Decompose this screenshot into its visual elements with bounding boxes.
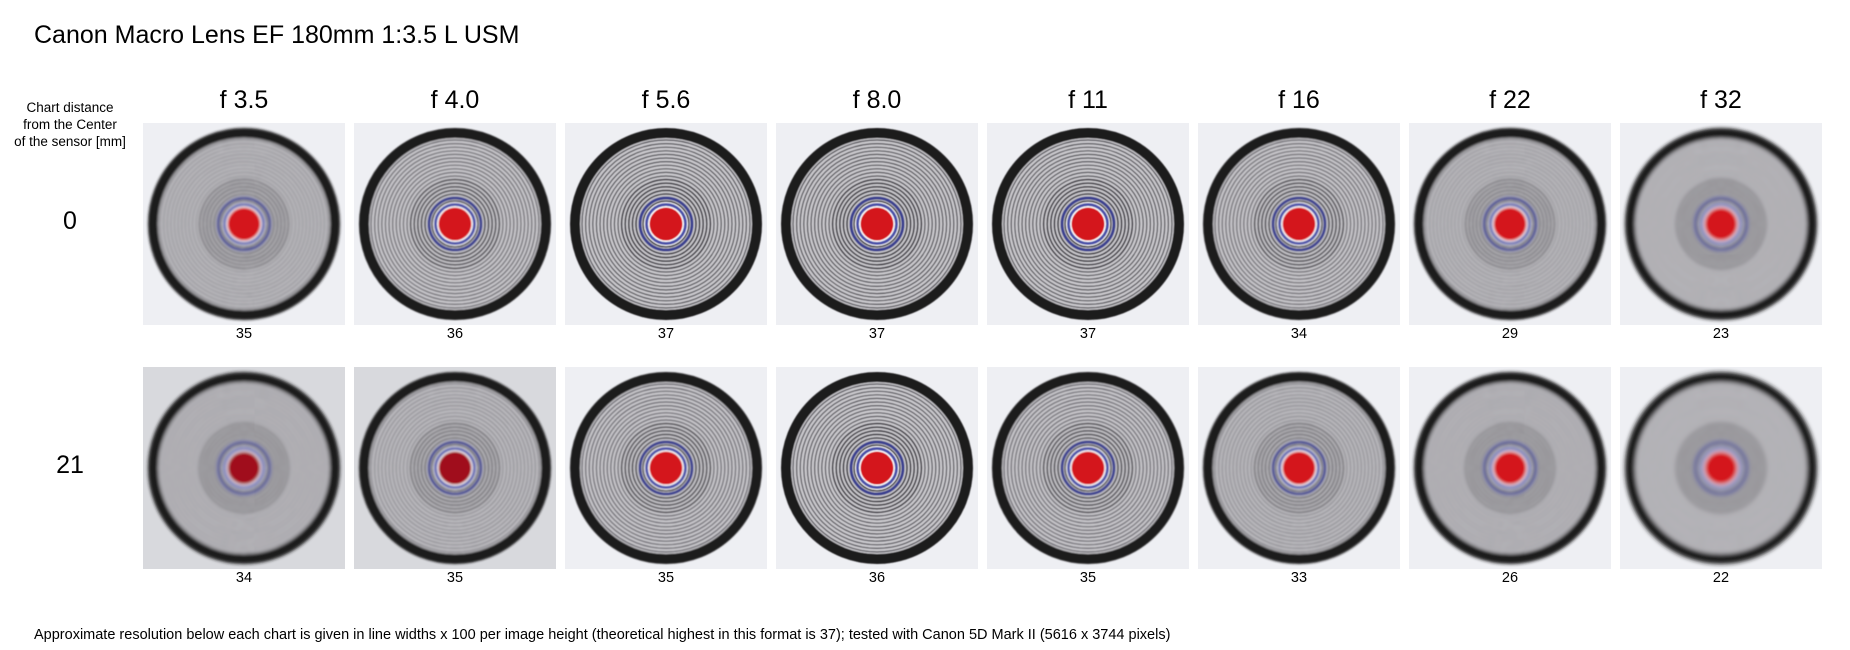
- siemens-ring-chart: [565, 123, 767, 325]
- resolution-value: 29: [1501, 326, 1519, 342]
- resolution-value: 34: [1290, 326, 1308, 342]
- siemens-ring-chart: [1620, 123, 1822, 325]
- siemens-ring-chart: [1409, 123, 1611, 325]
- siemens-ring-chart: [1620, 367, 1822, 569]
- row-header-label: Chart distance from the Center of the se…: [2, 99, 138, 150]
- footnote: Approximate resolution below each chart …: [34, 627, 1171, 643]
- row-header-line: Chart distance: [26, 100, 114, 115]
- siemens-ring-chart: [565, 367, 767, 569]
- resolution-value: 23: [1712, 326, 1730, 342]
- siemens-ring-chart: [987, 367, 1189, 569]
- row-distance-label: 0: [63, 207, 77, 235]
- siemens-ring-chart: [1409, 367, 1611, 569]
- siemens-ring-chart: [776, 123, 978, 325]
- resolution-value: 33: [1290, 570, 1308, 586]
- aperture-label: f 8.0: [852, 86, 902, 114]
- resolution-value: 34: [235, 570, 253, 586]
- resolution-value: 37: [868, 326, 886, 342]
- resolution-value: 37: [1079, 326, 1097, 342]
- resolution-value: 26: [1501, 570, 1519, 586]
- aperture-label: f 4.0: [430, 86, 480, 114]
- siemens-ring-chart: [143, 123, 345, 325]
- aperture-label: f 22: [1489, 86, 1531, 114]
- siemens-ring-chart: [354, 123, 556, 325]
- siemens-ring-chart: [776, 367, 978, 569]
- siemens-ring-chart: [987, 123, 1189, 325]
- aperture-label: f 16: [1278, 86, 1320, 114]
- siemens-ring-chart: [1198, 123, 1400, 325]
- page-title: Canon Macro Lens EF 180mm 1:3.5 L USM: [34, 21, 520, 49]
- resolution-value: 36: [868, 570, 886, 586]
- aperture-label: f 32: [1700, 86, 1742, 114]
- siemens-ring-chart: [1198, 367, 1400, 569]
- aperture-label: f 11: [1068, 86, 1108, 114]
- siemens-ring-chart: [143, 367, 345, 569]
- resolution-value: 22: [1712, 570, 1730, 586]
- aperture-label: f 3.5: [219, 86, 269, 114]
- resolution-value: 35: [235, 326, 253, 342]
- resolution-value: 37: [657, 326, 675, 342]
- resolution-value: 35: [446, 570, 464, 586]
- aperture-label: f 5.6: [641, 86, 691, 114]
- resolution-value: 35: [657, 570, 675, 586]
- resolution-value: 36: [446, 326, 464, 342]
- resolution-value: 35: [1079, 570, 1097, 586]
- row-distance-label: 21: [56, 451, 84, 479]
- row-header-line: of the sensor [mm]: [14, 134, 126, 149]
- row-header-line: from the Center: [23, 117, 117, 132]
- siemens-ring-chart: [354, 367, 556, 569]
